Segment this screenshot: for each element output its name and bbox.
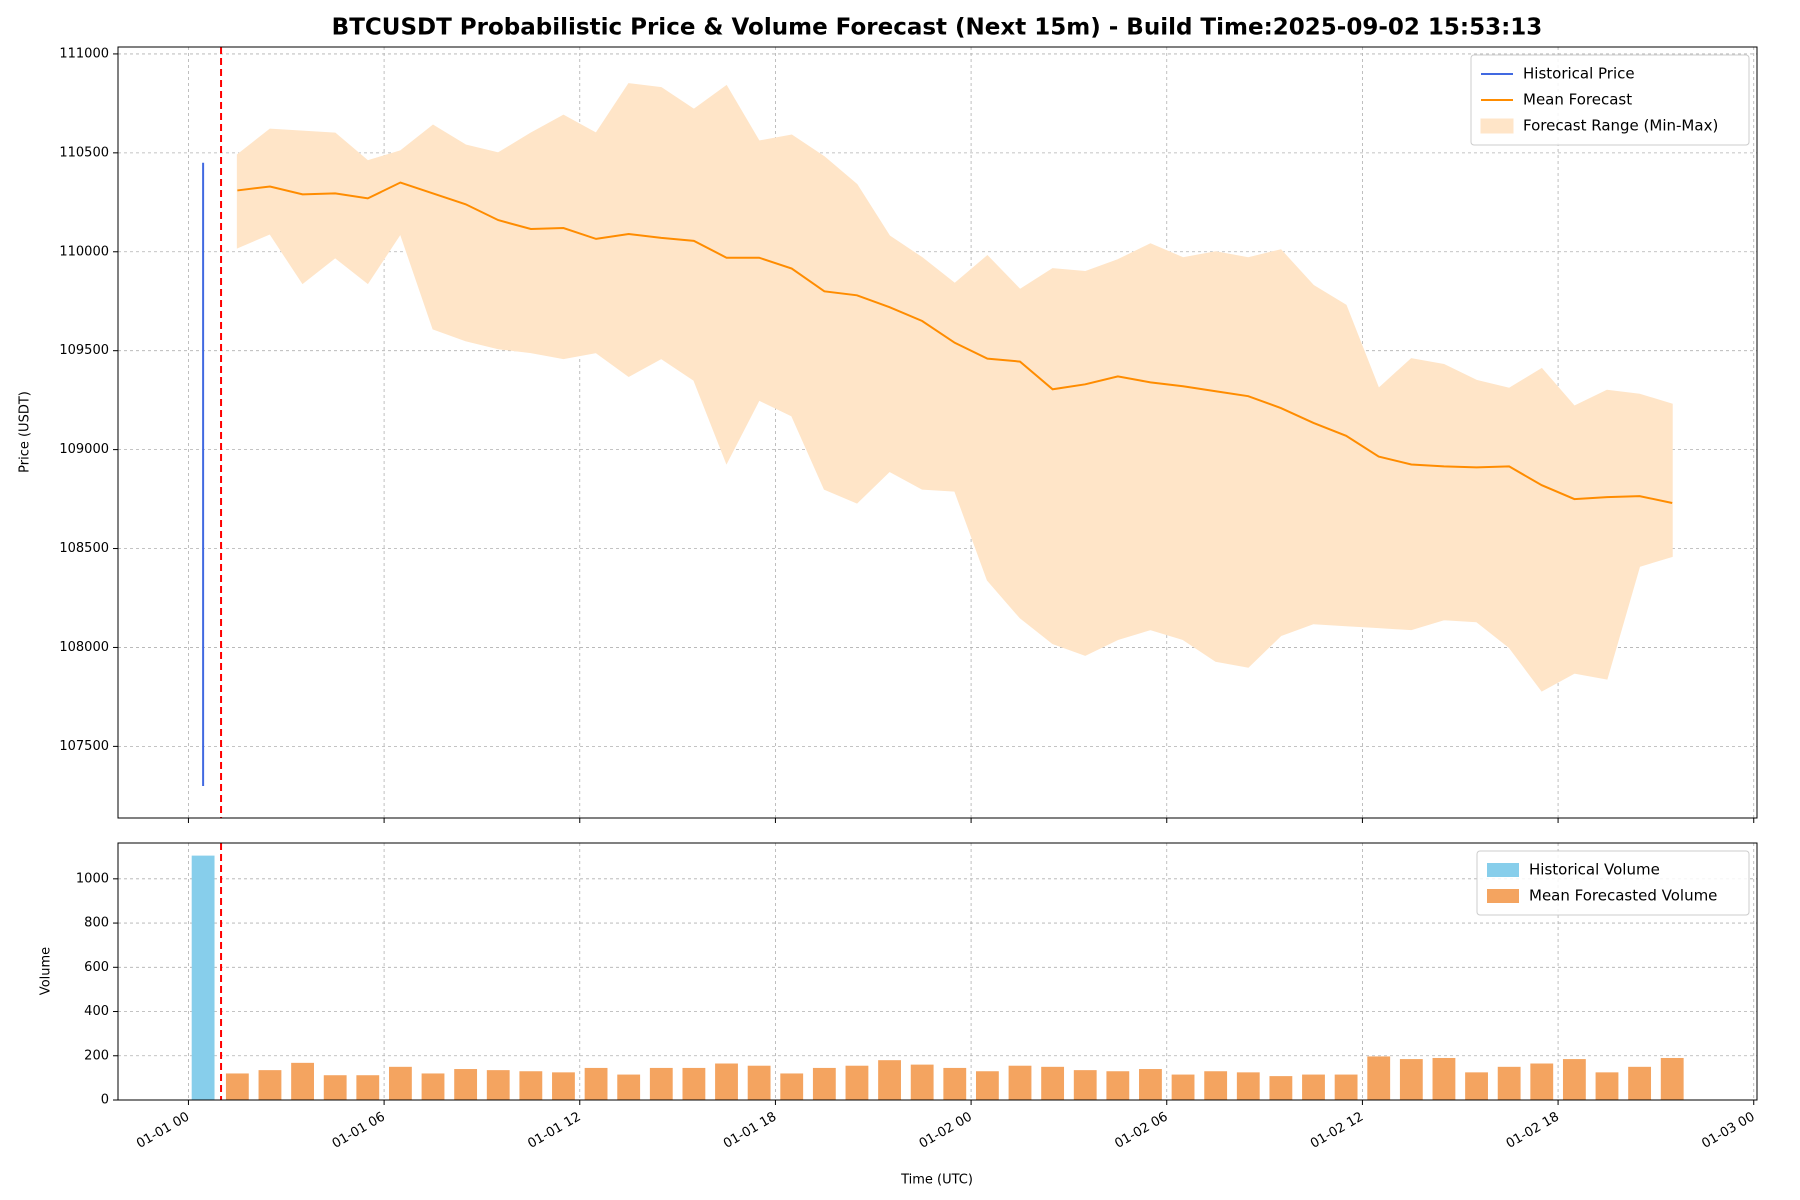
- volume-bar: [323, 1075, 347, 1100]
- volume-bar: [356, 1075, 380, 1100]
- legend-swatch: [1487, 863, 1519, 877]
- volume-bar: [519, 1071, 543, 1100]
- axes-frame: [117, 842, 1758, 1101]
- volume-bar: [617, 1074, 641, 1100]
- volume-bar: [1236, 1072, 1260, 1100]
- legend-label: Forecast Range (Min-Max): [1523, 117, 1718, 135]
- y-tick-label: 110500: [59, 145, 109, 160]
- legend-swatch: [1480, 118, 1514, 134]
- volume-bar: [191, 855, 215, 1100]
- volume-bar: [943, 1067, 967, 1100]
- volume-bar: [1302, 1074, 1325, 1100]
- x-tick-label: 01-02 06: [1112, 1110, 1170, 1152]
- x-tick-label: 01-01 00: [134, 1110, 192, 1152]
- volume-bar: [291, 1062, 314, 1100]
- volume-bar: [1465, 1072, 1488, 1100]
- volume-bar: [1171, 1074, 1195, 1100]
- volume-bar: [552, 1072, 575, 1100]
- y-tick-label: 111000: [59, 46, 109, 61]
- y-tick-label: 800: [84, 916, 109, 931]
- volume-bar: [1628, 1066, 1652, 1100]
- y-tick-label: 110000: [59, 244, 109, 259]
- volume-bar: [1595, 1072, 1619, 1100]
- legend-label: Mean Forecasted Volume: [1529, 887, 1717, 905]
- axes-frame: [117, 46, 1758, 819]
- volume-bar: [1106, 1071, 1130, 1100]
- y-tick-label: 600: [84, 960, 109, 975]
- x-tick-label: 01-01 18: [721, 1110, 779, 1152]
- volume-bar: [1139, 1069, 1162, 1100]
- legend-label: Historical Price: [1523, 65, 1635, 83]
- x-axis-label: Time (UTC): [900, 1173, 973, 1188]
- volume-bar: [649, 1067, 673, 1100]
- legend-swatch: [1487, 889, 1519, 903]
- x-tick-label: 01-03 00: [1699, 1110, 1757, 1152]
- x-tick-label: 01-01 06: [330, 1110, 388, 1152]
- volume-bar: [1041, 1066, 1065, 1100]
- legend-label: Historical Volume: [1529, 861, 1660, 879]
- volume-bar: [682, 1067, 706, 1100]
- price-line: [237, 181, 1673, 505]
- y-tick-label: 109500: [59, 343, 109, 358]
- plot-area: [191, 855, 1684, 1100]
- x-tick-label: 01-01 12: [525, 1110, 583, 1152]
- volume-bar: [715, 1063, 738, 1100]
- volume-bar: [1008, 1065, 1032, 1100]
- volume-bar: [747, 1065, 771, 1100]
- y-tick-label: 400: [84, 1004, 109, 1019]
- volume-bar: [454, 1069, 478, 1100]
- forecast-range: [236, 83, 1673, 692]
- x-tick-label: 01-02 18: [1504, 1110, 1562, 1152]
- volume-bar: [258, 1070, 282, 1100]
- volume-bar: [1660, 1057, 1684, 1100]
- volume-bar: [1530, 1063, 1554, 1100]
- legend-box: [1476, 850, 1750, 916]
- volume-bar: [812, 1067, 836, 1100]
- chart-title: BTCUSDT Probabilistic Price & Volume For…: [332, 15, 1543, 41]
- volume-bar: [388, 1066, 412, 1100]
- y-tick-label: 108000: [59, 640, 109, 655]
- volume-bar: [1497, 1066, 1521, 1100]
- plot-area: [202, 83, 1673, 786]
- volume-bar: [1432, 1057, 1456, 1100]
- volume-bar: [1334, 1074, 1358, 1100]
- volume-bar: [845, 1065, 869, 1100]
- volume-bar: [1399, 1059, 1423, 1100]
- y-axis-label: Price (USDT): [18, 391, 33, 473]
- volume-bar: [1269, 1076, 1293, 1100]
- volume-bar: [780, 1073, 804, 1100]
- y-tick-label: 107500: [59, 739, 109, 754]
- x-tick-label: 01-02 12: [1308, 1110, 1366, 1152]
- volume-bar: [1367, 1056, 1391, 1100]
- volume-bar: [1562, 1059, 1586, 1100]
- volume-bar: [225, 1073, 249, 1100]
- legend-box: [1470, 54, 1750, 146]
- y-tick-label: 0: [101, 1093, 109, 1108]
- volume-bar: [975, 1071, 999, 1100]
- x-tick-label: 01-02 00: [917, 1110, 975, 1152]
- volume-bar: [1073, 1070, 1097, 1100]
- y-tick-label: 1000: [76, 871, 109, 886]
- y-axis-label: Volume: [39, 947, 54, 995]
- volume-bar: [421, 1073, 445, 1100]
- volume-bar: [878, 1060, 901, 1100]
- y-tick-label: 109000: [59, 442, 109, 457]
- volume-bar: [584, 1067, 608, 1100]
- volume-bar: [486, 1070, 510, 1100]
- volume-bar: [910, 1064, 934, 1100]
- legend-label: Mean Forecast: [1523, 91, 1632, 109]
- volume-bar: [1204, 1071, 1228, 1100]
- y-tick-label: 200: [84, 1048, 109, 1063]
- y-tick-label: 108500: [59, 541, 109, 556]
